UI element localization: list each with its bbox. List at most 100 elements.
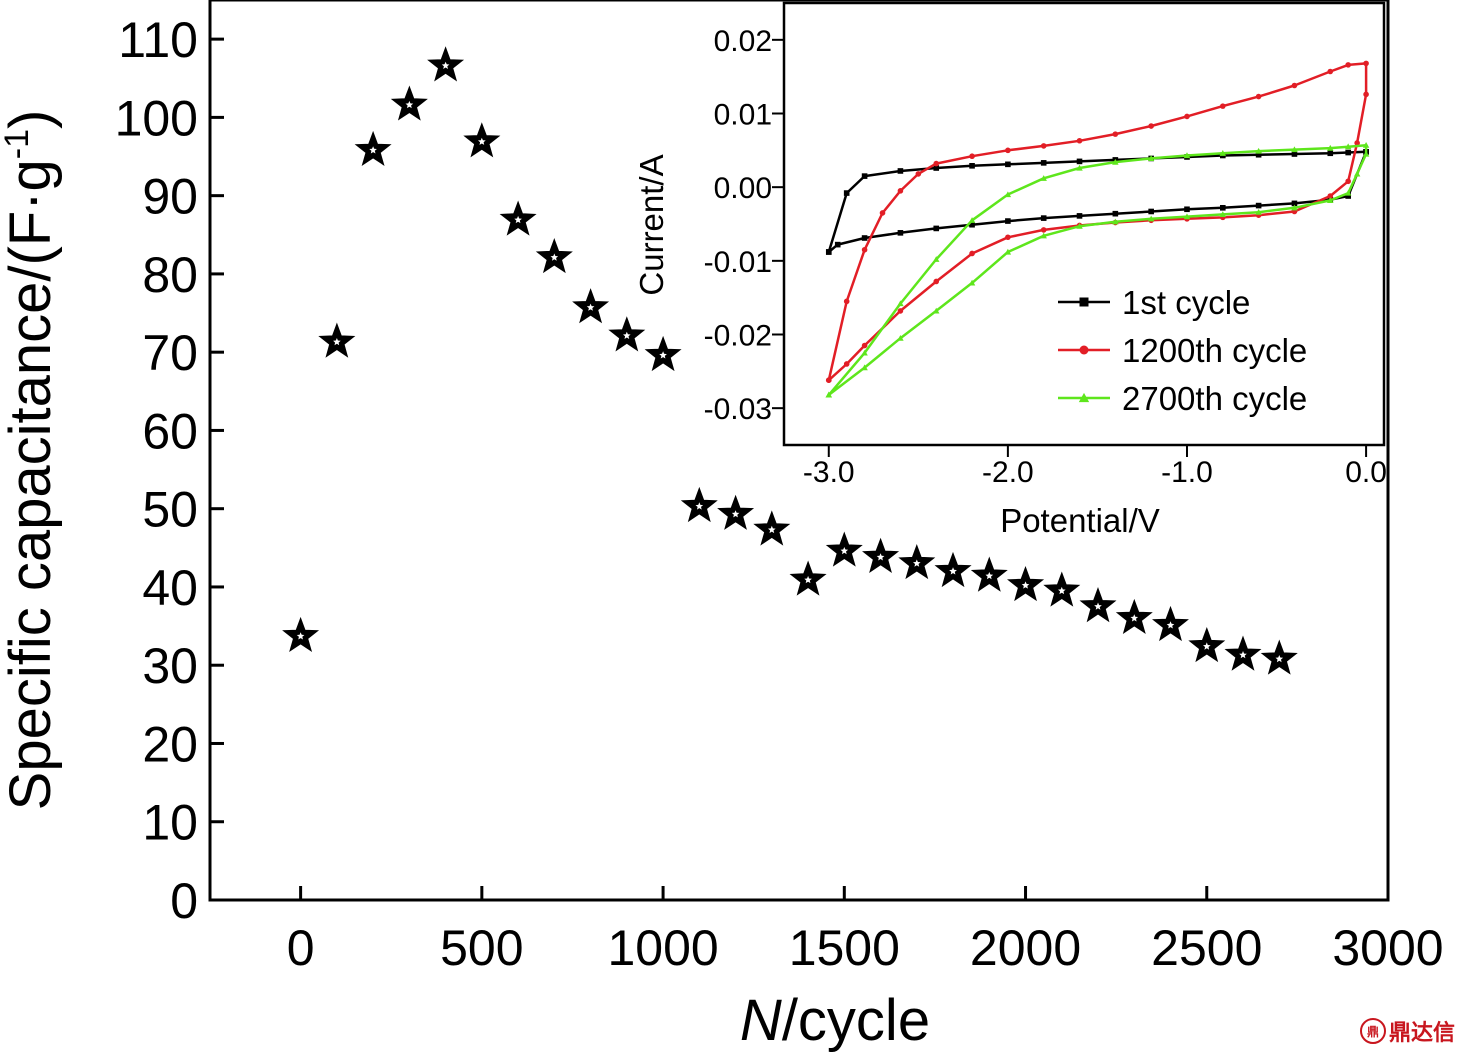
watermark: 鼎 鼎达信 [1359,1015,1455,1047]
star-marker-center [550,253,559,261]
main-y-tick-label: 110 [118,12,198,68]
main-y-tick-label: 90 [142,169,198,225]
inset-x-axis: -3.0 -2.0 -1.0 0.0 [803,445,1387,489]
circle-marker [1184,113,1190,120]
square-marker [897,230,904,236]
triangle-marker [1291,204,1298,211]
triangle-marker [1112,218,1119,225]
inset-y-tick-label: -0.01 [704,246,772,279]
circle-marker [843,298,850,305]
triangle-marker [1327,144,1334,151]
star-marker-center [405,100,414,109]
main-x-tick-label: 1000 [607,920,718,976]
circle-marker [1040,227,1047,233]
triangle-marker [1353,170,1361,177]
star-marker-center [1021,581,1030,589]
inset-legend: 1st cycle 1200th cycle 2700th cycle [1058,284,1307,417]
watermark-text: 鼎达信 [1388,1021,1455,1046]
square-marker [897,168,904,174]
inset-y-tick-label: 0.01 [714,99,772,132]
triangle-marker [1255,147,1262,154]
main-x-tick-label: 500 [440,920,523,976]
square-marker [969,163,975,169]
triangle-marker [1362,150,1370,157]
legend-entry: 2700th cycle [1058,380,1307,417]
square-marker [1291,151,1298,157]
inset-y-tick-label: -0.03 [704,393,772,426]
circle-marker [933,278,940,285]
legend-label: 1200th cycle [1122,332,1307,369]
circle-marker [1005,147,1011,154]
triangle-marker [1344,189,1352,196]
main-y-tick-label: 10 [142,795,198,851]
legend-label: 1st cycle [1122,284,1250,321]
triangle-marker [1040,232,1047,239]
star-marker-center [369,146,377,154]
main-x-axis-label: N/cycle [740,988,930,1053]
triangle-marker [933,307,940,314]
triangle-marker [1040,175,1047,181]
main-y-tick-label: 80 [142,247,198,303]
triangle-marker [1147,215,1155,222]
triangle-marker [1076,164,1083,171]
circle-marker [1220,103,1226,109]
star-marker-center [1166,621,1175,629]
inset-y-tick-label: -0.02 [704,320,772,353]
inset-x-tick-label: 0.0 [1345,456,1387,489]
main-y-tick-label: 50 [142,482,198,538]
inset-chart: -3.0 -2.0 -1.0 0.0 -0.03 -0.02 -0.01 0.00 0.01 0… [633,1,1387,539]
main-y-tick-label: 0 [170,873,198,929]
square-marker [1005,218,1011,224]
square-marker [1327,150,1334,157]
triangle-marker [1076,222,1083,229]
watermark-logo-icon: 鼎 [1359,1018,1386,1044]
square-marker [1079,297,1089,307]
inset-x-tick-label: -3.0 [803,456,855,489]
main-y-tick-label: 40 [142,560,198,616]
square-marker [825,249,832,255]
star-marker-center [659,351,667,359]
square-marker [1040,160,1047,166]
square-marker [1040,215,1047,221]
star-marker-center [1203,642,1211,650]
square-marker [1345,149,1351,156]
main-y-axis: 0 10 20 30 40 50 60 70 80 90 100 110 [115,12,224,929]
triangle-marker [1004,191,1012,198]
main-y-tick-label: 20 [142,716,198,772]
star-marker-center [514,215,522,224]
main-y-tick-label: 70 [142,325,198,381]
inset-x-axis-label: Potential/V [1000,502,1160,539]
circle-marker [1363,91,1369,98]
y-label-close: ) [0,110,63,129]
circle-marker [1354,140,1360,146]
square-marker [1076,158,1083,165]
inset-series [825,60,1370,398]
star-marker-center [623,331,631,339]
circle-marker [1112,131,1119,137]
star-marker-center [586,303,595,311]
main-plot-frame [208,0,1390,902]
square-marker [1345,193,1351,199]
star-marker-center [441,61,450,69]
circle-marker [933,160,940,167]
legend-label: 2700th cycle [1122,380,1307,417]
square-marker [969,221,975,228]
main-y-axis-label: Specific capacitance/(F·g-1) [0,110,63,811]
square-marker [1112,210,1119,217]
star-marker-center [1275,655,1284,663]
star-marker-center [840,547,849,555]
square-marker [843,190,850,196]
legend-entry: 1200th cycle [1058,332,1307,369]
star-marker-center [1239,651,1247,659]
main-y-tick-label: 100 [115,90,198,146]
star-marker-center [1058,586,1066,595]
square-marker [861,173,868,179]
main-data-points [282,46,1298,675]
circle-marker [843,361,850,367]
triangle-marker [1362,141,1370,148]
main-x-tick-label: 0 [287,920,315,976]
triangle-marker [1183,152,1191,159]
triangle-marker [1183,213,1191,220]
